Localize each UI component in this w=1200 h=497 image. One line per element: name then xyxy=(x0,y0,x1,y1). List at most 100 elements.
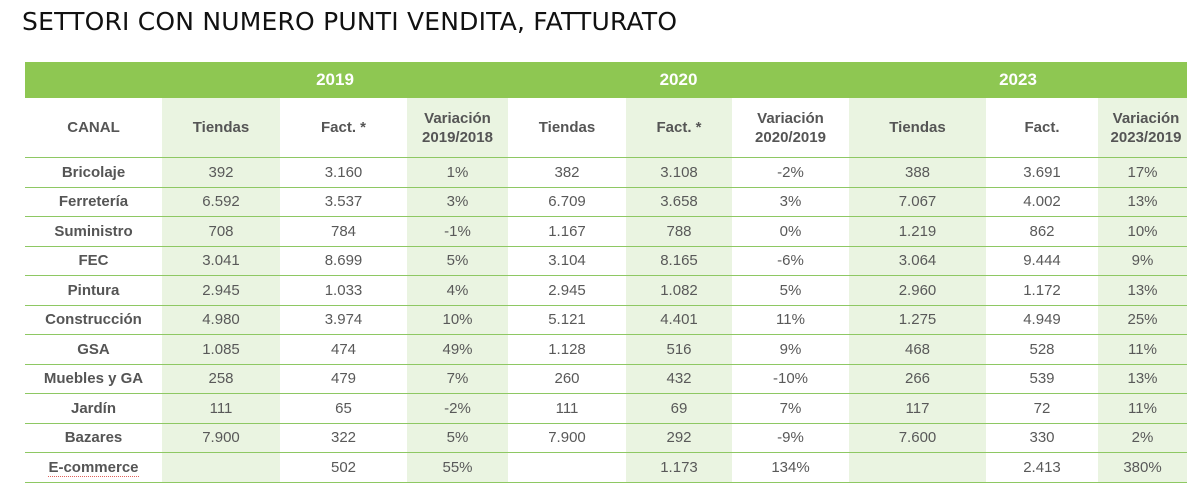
canal-cell: E-commerce xyxy=(25,452,162,483)
table-cell: 1.167 xyxy=(508,216,626,247)
table-cell: 1.128 xyxy=(508,334,626,365)
table-cell: 3.537 xyxy=(280,187,407,217)
table-cell: 111 xyxy=(508,393,626,424)
table-cell: -1% xyxy=(407,216,508,247)
year-header-2019: 2019 xyxy=(162,62,508,98)
table-cell: 292 xyxy=(626,423,732,453)
table-cell xyxy=(849,452,986,483)
canal-cell: GSA xyxy=(25,334,162,365)
table-cell: 2.945 xyxy=(162,275,280,306)
table-cell: 1.033 xyxy=(280,275,407,306)
table-cell: 9% xyxy=(732,334,849,365)
table-cell: 862 xyxy=(986,216,1098,247)
column-header-tiendas-2019: Tiendas xyxy=(162,98,280,158)
canal-cell: FEC xyxy=(25,246,162,276)
table-cell: 13% xyxy=(1098,187,1187,217)
table-cell: 1.275 xyxy=(849,305,986,335)
table-row: FEC 3.041 8.699 5% 3.104 8.165 -6% 3.064… xyxy=(25,246,1187,276)
table-row: Construcción 4.980 3.974 10% 5.121 4.401… xyxy=(25,305,1187,335)
canal-cell: Bazares xyxy=(25,423,162,453)
column-header-fact-2023: Fact. xyxy=(986,98,1098,158)
table-cell: 784 xyxy=(280,216,407,247)
table-cell: 2.413 xyxy=(986,452,1098,483)
table-cell: 1.082 xyxy=(626,275,732,306)
table-cell: 5% xyxy=(407,423,508,453)
table-cell: 468 xyxy=(849,334,986,365)
table-cell: 3.974 xyxy=(280,305,407,335)
table-cell: 3.108 xyxy=(626,157,732,188)
table-cell: -2% xyxy=(732,157,849,188)
table-cell: 65 xyxy=(280,393,407,424)
table-cell: 72 xyxy=(986,393,1098,424)
table-cell: 69 xyxy=(626,393,732,424)
column-header-fact-2019: Fact. * xyxy=(280,98,407,158)
column-header-canal: CANAL xyxy=(25,98,162,158)
table-cell: 8.165 xyxy=(626,246,732,276)
table-cell: 7.067 xyxy=(849,187,986,217)
table-cell: 432 xyxy=(626,364,732,394)
table-cell: 0% xyxy=(732,216,849,247)
table-cell: 7.600 xyxy=(849,423,986,453)
table-row: E-commerce 502 55% 1.173 134% 2.413 380% xyxy=(25,452,1187,483)
table-row: Suministro 708 784 -1% 1.167 788 0% 1.21… xyxy=(25,216,1187,247)
canal-cell: Ferretería xyxy=(25,187,162,217)
table-cell: 1.219 xyxy=(849,216,986,247)
variacion-2020-label: Variación 2020/2019 xyxy=(755,109,826,146)
table-cell: 8.699 xyxy=(280,246,407,276)
table-row: GSA 1.085 474 49% 1.128 516 9% 468 528 1… xyxy=(25,334,1187,365)
year-header-2023: 2023 xyxy=(849,62,1187,98)
table-cell: 474 xyxy=(280,334,407,365)
table-cell: 539 xyxy=(986,364,1098,394)
table-cell: 10% xyxy=(1098,216,1187,247)
table-cell: 3.041 xyxy=(162,246,280,276)
table-cell: 11% xyxy=(732,305,849,335)
canal-cell: Jardín xyxy=(25,393,162,424)
column-header-variacion-2023: Variación 2023/2019 xyxy=(1098,98,1187,158)
table-cell: 5.121 xyxy=(508,305,626,335)
table-cell: 708 xyxy=(162,216,280,247)
table-cell: 479 xyxy=(280,364,407,394)
table-cell: 7.900 xyxy=(162,423,280,453)
table-row: Bazares 7.900 322 5% 7.900 292 -9% 7.600… xyxy=(25,423,1187,453)
table-cell: 10% xyxy=(407,305,508,335)
column-header-variacion-2020: Variación 2020/2019 xyxy=(732,98,849,158)
canal-cell: Construcción xyxy=(25,305,162,335)
table-row: Muebles y GA 258 479 7% 260 432 -10% 266… xyxy=(25,364,1187,394)
table-cell: 3.691 xyxy=(986,157,1098,188)
column-header-fact-2020: Fact. * xyxy=(626,98,732,158)
table-cell: 6.592 xyxy=(162,187,280,217)
table-cell xyxy=(508,452,626,483)
table-cell: 4.401 xyxy=(626,305,732,335)
ecommerce-label: E-commerce xyxy=(48,458,139,477)
table-cell: 4% xyxy=(407,275,508,306)
table-cell: 3% xyxy=(732,187,849,217)
table-cell: 1% xyxy=(407,157,508,188)
table-cell: 322 xyxy=(280,423,407,453)
table-cell: 392 xyxy=(162,157,280,188)
table-cell: 9.444 xyxy=(986,246,1098,276)
table-cell: 6.709 xyxy=(508,187,626,217)
table-cell: 258 xyxy=(162,364,280,394)
table-cell: 3.658 xyxy=(626,187,732,217)
table-cell: 528 xyxy=(986,334,1098,365)
page-title: SETTORI CON NUMERO PUNTI VENDITA, FATTUR… xyxy=(22,7,678,36)
table-cell: 25% xyxy=(1098,305,1187,335)
table-cell: 382 xyxy=(508,157,626,188)
canal-cell: Suministro xyxy=(25,216,162,247)
table-cell: 380% xyxy=(1098,452,1187,483)
table-cell: 13% xyxy=(1098,275,1187,306)
table-cell: 17% xyxy=(1098,157,1187,188)
table-cell: 7% xyxy=(407,364,508,394)
table-cell: 1.173 xyxy=(626,452,732,483)
table-cell: 266 xyxy=(849,364,986,394)
table-cell: 3.064 xyxy=(849,246,986,276)
canal-cell: Bricolaje xyxy=(25,157,162,188)
year-header-blank xyxy=(25,62,162,98)
table-cell: 134% xyxy=(732,452,849,483)
year-header-row: 2019 2020 2023 xyxy=(25,62,1187,98)
table-cell: -10% xyxy=(732,364,849,394)
sales-table: 2019 2020 2023 CANAL Tiendas Fact. * Var… xyxy=(25,62,1187,483)
canal-cell: Pintura xyxy=(25,275,162,306)
table-cell: 55% xyxy=(407,452,508,483)
table-cell: 260 xyxy=(508,364,626,394)
